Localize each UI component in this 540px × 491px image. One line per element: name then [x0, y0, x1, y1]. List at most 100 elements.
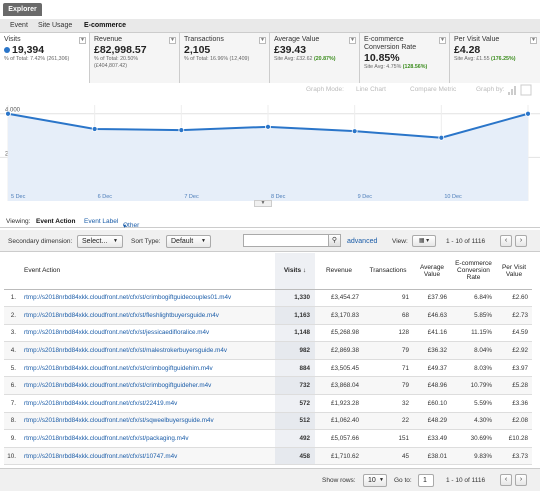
line-chart-button[interactable]: Line Chart	[356, 86, 386, 93]
metric-visits[interactable]: Visits 19,394 % of Total: 7.42% (261,306…	[0, 33, 90, 83]
header-transactions[interactable]: Transactions	[363, 253, 413, 290]
data-point	[438, 134, 445, 141]
metric-per-visit-value[interactable]: Per Visit Value £4.28 Site Avg: £1.55 (1…	[450, 33, 540, 83]
cell-conversion-rate: 8.04%	[451, 341, 496, 360]
chevron-down-icon: ▼	[201, 238, 206, 244]
metric-transactions[interactable]: Transactions 2,105 % of Total: 16.96% (1…	[180, 33, 270, 83]
metric-label: Visits	[4, 36, 21, 43]
cell-transactions: 45	[363, 447, 413, 466]
row-index: 9.	[4, 429, 20, 448]
table-row[interactable]: 1. rtmp://s2018nrbd84xkk.cloudfront.net/c…	[4, 289, 532, 308]
metric-average-value[interactable]: Average Value £39.43 Site Avg: £32.62 (2…	[270, 33, 360, 83]
subnav-tab-site-usage[interactable]: Site Usage	[38, 22, 73, 29]
cell-conversion-rate: 8.03%	[451, 359, 496, 378]
event-action-link[interactable]: rtmp://s2018nrbd84xkk.cloudfront.net/cfx…	[20, 341, 275, 360]
table-row[interactable]: 2. rtmp://s2018nrbd84xkk.cloudfront.net/c…	[4, 306, 532, 325]
table-row[interactable]: 9. rtmp://s2018nrbd84xkk.cloudfront.net/c…	[4, 429, 532, 448]
cell-transactions: 91	[363, 289, 413, 308]
metric-value: 2,105	[184, 44, 211, 56]
cell-conversion-rate: 30.69%	[451, 429, 496, 448]
cell-visits: 512	[275, 412, 315, 431]
sort-type-select[interactable]: Default ▼	[166, 235, 211, 248]
event-action-link[interactable]: rtmp://s2018nrbd84xkk.cloudfront.net/cfx…	[20, 447, 275, 466]
search-icon[interactable]: ⚲	[328, 234, 341, 247]
table-row[interactable]: 10. rtmp://s2018nrbd84xkk.cloudfront.net/…	[4, 447, 532, 466]
chevron-down-icon[interactable]: ▼	[169, 37, 176, 44]
page-range: 1 - 10 of 1116	[446, 238, 486, 245]
cell-average-value: £46.63	[413, 306, 451, 325]
data-point	[351, 128, 358, 135]
y-tick-label: 4,000	[5, 108, 21, 114]
metric-value: 19,394	[12, 44, 45, 56]
chevron-down-icon: ▾	[123, 223, 127, 230]
next-page-button[interactable]: ›	[515, 235, 527, 247]
metric-conversion-rate[interactable]: E-commerce Conversion Rate 10.85% Site A…	[360, 33, 450, 83]
event-action-link[interactable]: rtmp://s2018nrbd84xkk.cloudfront.net/cfx…	[20, 429, 275, 448]
view-grid-icon[interactable]: ▦ ▾	[412, 235, 436, 247]
data-point	[525, 110, 531, 117]
event-action-link[interactable]: rtmp://s2018nrbd84xkk.cloudfront.net/cfx…	[20, 394, 275, 413]
table-row[interactable]: 4. rtmp://s2018nrbd84xkk.cloudfront.net/c…	[4, 341, 532, 360]
bottom-page-range: 1 - 10 of 1116	[446, 477, 486, 484]
row-index: 4.	[4, 341, 20, 360]
advanced-filter-link[interactable]: advanced	[347, 238, 378, 245]
collapse-chart-handle[interactable]: ▼	[254, 200, 272, 207]
event-action-link[interactable]: rtmp://s2018nrbd84xkk.cloudfront.net/cfx…	[20, 324, 275, 343]
explorer-tab[interactable]: Explorer	[3, 3, 42, 16]
table-row[interactable]: 5. rtmp://s2018nrbd84xkk.cloudfront.net/c…	[4, 359, 532, 378]
select-value: Default	[171, 238, 194, 245]
cell-transactions: 79	[363, 341, 413, 360]
bottom-prev-page-button[interactable]: ‹	[500, 474, 512, 486]
metric-value: £39.43	[274, 44, 307, 56]
header-conversion-rate[interactable]: E-commerce Conversion Rate	[451, 253, 496, 290]
header-visits[interactable]: Visits ↓	[275, 253, 315, 290]
table-row[interactable]: 3. rtmp://s2018nrbd84xkk.cloudfront.net/c…	[4, 324, 532, 343]
metric-subtext: % of Total: 20.50%	[94, 56, 139, 62]
header-index	[4, 253, 20, 290]
cell-average-value: £60.10	[413, 394, 451, 413]
metric-value: 10.85%	[364, 52, 400, 64]
table-search-input[interactable]	[243, 234, 329, 247]
cell-conversion-rate: 6.84%	[451, 289, 496, 308]
chevron-down-icon[interactable]: ▼	[259, 37, 266, 44]
bottom-next-page-button[interactable]: ›	[515, 474, 527, 486]
chevron-down-icon[interactable]: ▼	[79, 37, 86, 44]
cell-transactions: 68	[363, 306, 413, 325]
event-action-link[interactable]: rtmp://s2018nrbd84xkk.cloudfront.net/cfx…	[20, 306, 275, 325]
cell-revenue: £3,505.45	[315, 359, 363, 378]
chevron-down-icon[interactable]: ▼	[349, 37, 356, 44]
data-point	[5, 110, 11, 117]
header-revenue[interactable]: Revenue	[315, 253, 363, 290]
chevron-down-icon[interactable]: ▼	[530, 37, 537, 44]
header-event-action[interactable]: Event Action	[20, 253, 275, 290]
table-row[interactable]: 6. rtmp://s2018nrbd84xkk.cloudfront.net/c…	[4, 376, 532, 396]
subnav-tab-event[interactable]: Event	[10, 22, 28, 29]
cell-visits: 884	[275, 359, 315, 378]
header-per-visit-value[interactable]: Per Visit Value	[496, 253, 532, 290]
compare-metric-button[interactable]: Compare Metric	[410, 86, 457, 93]
table-row[interactable]: 8. rtmp://s2018nrbd84xkk.cloudfront.net/c…	[4, 412, 532, 431]
subnav-tab-ecommerce[interactable]: E-commerce	[84, 22, 127, 29]
table-header-row: Event Action Visits ↓ Revenue Transactio…	[4, 253, 532, 290]
event-action-link[interactable]: rtmp://s2018nrbd84xkk.cloudfront.net/cfx…	[20, 359, 275, 378]
cell-transactions: 71	[363, 359, 413, 378]
event-action-link[interactable]: rtmp://s2018nrbd84xkk.cloudfront.net/cfx…	[20, 289, 275, 308]
show-rows-select[interactable]: 10 ▼	[363, 474, 387, 487]
goto-input[interactable]: 1	[418, 474, 434, 487]
event-action-link[interactable]: rtmp://s2018nrbd84xkk.cloudfront.net/cfx…	[20, 376, 275, 396]
graph-by-icons[interactable]	[507, 84, 535, 96]
table-row[interactable]: 7. rtmp://s2018nrbd84xkk.cloudfront.net/c…	[4, 394, 532, 413]
cell-visits: 1,148	[275, 324, 315, 343]
prev-page-button[interactable]: ‹	[500, 235, 512, 247]
event-action-link[interactable]: rtmp://s2018nrbd84xkk.cloudfront.net/cfx…	[20, 412, 275, 431]
metric-value: £82,998.57	[94, 44, 147, 56]
metric-label: E-commerce Conversion Rate	[364, 36, 417, 51]
secondary-dimension-select[interactable]: Select... ▼	[77, 235, 123, 248]
cell-visits: 572	[275, 394, 315, 413]
header-average-value[interactable]: Average Value	[413, 253, 451, 290]
chevron-down-icon[interactable]: ▼	[439, 37, 446, 44]
metric-revenue[interactable]: Revenue £82,998.57 % of Total: 20.50% (£…	[90, 33, 180, 83]
metric-subtext: Site Avg: 4.75%	[364, 64, 403, 70]
dimension-event-action[interactable]: Event Action	[36, 218, 76, 225]
dimension-event-label[interactable]: Event Label	[84, 218, 119, 225]
